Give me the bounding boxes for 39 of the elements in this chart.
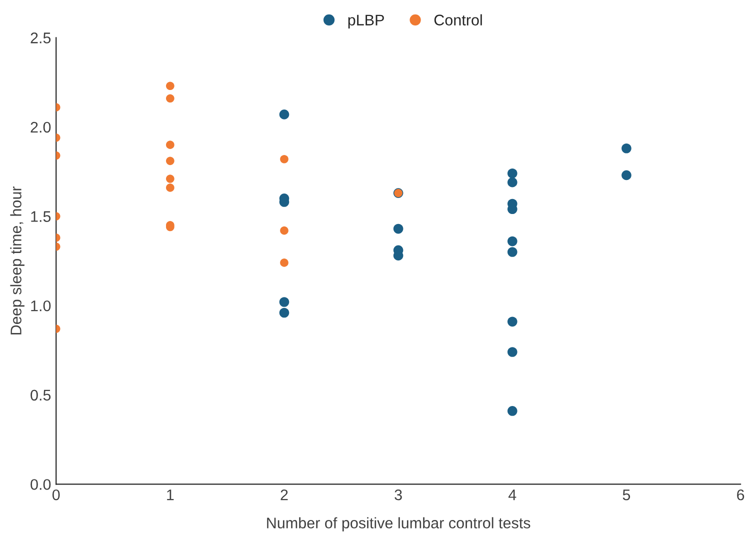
point (507, 247, 518, 257)
point (166, 140, 174, 149)
point (166, 82, 174, 90)
point (279, 308, 290, 318)
point (166, 184, 174, 192)
point (280, 258, 288, 267)
point (280, 154, 288, 164)
point (166, 156, 174, 166)
x-tick-label: 1 (167, 490, 174, 500)
point (393, 224, 404, 234)
point (507, 177, 518, 188)
point (622, 170, 632, 180)
y-tick-label: 2.0 (30, 122, 51, 133)
point (507, 236, 518, 246)
y-tick-label: 0.5 (30, 390, 51, 401)
point (279, 110, 290, 120)
point (507, 347, 518, 357)
x-tick-label: 5 (622, 490, 630, 500)
point (166, 94, 174, 103)
y-tick-label: 1.5 (31, 211, 51, 222)
legend-label: pLBP (348, 14, 384, 28)
legend-label: Control (434, 14, 482, 26)
x-tick-label: 6 (737, 489, 744, 500)
point (166, 174, 174, 183)
y-tick-label: 1.0 (31, 300, 51, 312)
x-tick-label: 0 (52, 489, 60, 500)
point (507, 316, 518, 327)
x-tick-label: 2 (280, 489, 288, 500)
point (279, 297, 290, 307)
point (280, 226, 288, 235)
y-tick-label: 0.0 (30, 479, 51, 490)
y-tick-label: 2.5 (30, 32, 51, 44)
x-axis-title: Number of positive lumbar control tests (267, 517, 530, 532)
y-axis-title: Deep sleep time, hour (10, 186, 24, 334)
point (507, 168, 518, 178)
point (622, 143, 632, 154)
x-tick-label: 4 (508, 490, 516, 500)
point (507, 406, 518, 416)
x-tick-label: 3 (394, 489, 402, 500)
